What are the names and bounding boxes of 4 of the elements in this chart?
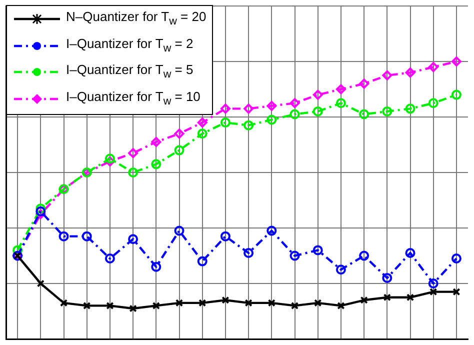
legend-label: I–Quantizer for T$_{w}$ = 2: [66, 34, 194, 56]
legend-label: I–Quantizer for T$_{w}$ = 5: [66, 61, 194, 83]
legend-label: I–Quantizer for T$_{w}$ = 10: [66, 88, 200, 110]
legend-label: N–Quantizer for T$_{w}$ = 20: [66, 8, 206, 30]
